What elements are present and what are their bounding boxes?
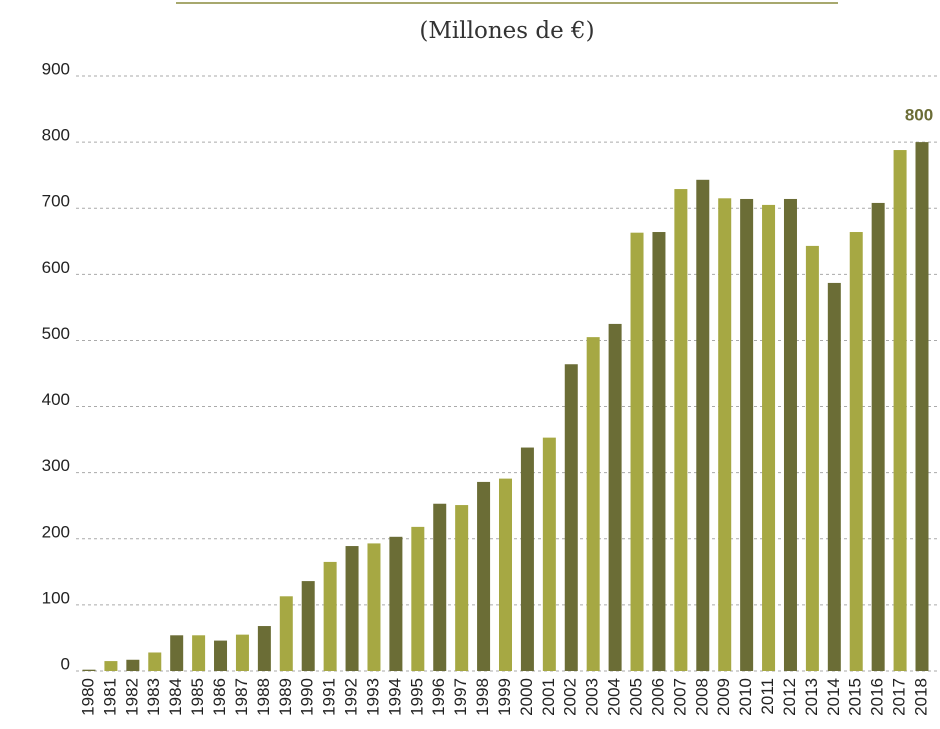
bar <box>542 437 556 671</box>
x-tick-label: 1984 <box>166 678 185 716</box>
bar <box>214 640 228 671</box>
bar <box>871 202 885 671</box>
bar <box>455 505 469 671</box>
x-tick-label: 1986 <box>210 678 229 716</box>
x-tick-label: 1982 <box>122 678 141 716</box>
bar <box>345 546 359 671</box>
x-tick-label: 1983 <box>144 678 163 716</box>
x-tick-label: 2003 <box>583 678 602 716</box>
bar <box>783 198 797 671</box>
x-tick-label: 2014 <box>824 678 843 716</box>
bar <box>520 447 534 671</box>
x-tick-label: 2007 <box>670 678 689 716</box>
y-tick-label: 700 <box>42 192 70 211</box>
bar <box>915 142 929 672</box>
y-tick-label: 0 <box>61 654 70 673</box>
bar <box>477 481 491 671</box>
bar <box>630 232 644 671</box>
bar <box>148 652 162 671</box>
x-tick-label: 1994 <box>385 678 404 716</box>
bar <box>192 635 206 671</box>
bar <box>718 198 732 672</box>
x-tick-label: 1991 <box>320 678 339 716</box>
bar <box>652 232 666 671</box>
x-tick-label: 2018 <box>911 678 930 716</box>
y-tick-label: 500 <box>42 324 70 343</box>
bar <box>82 669 96 671</box>
x-tick-label: 1996 <box>429 678 448 716</box>
x-tick-label: 2008 <box>692 678 711 716</box>
x-tick-label: 1998 <box>473 678 492 716</box>
x-tick-label: 1997 <box>451 678 470 716</box>
x-tick-label: 2004 <box>605 678 624 716</box>
x-tick-label: 1993 <box>363 678 382 716</box>
x-tick-label: 2009 <box>714 678 733 716</box>
bar <box>170 635 184 671</box>
bar <box>740 198 754 671</box>
bar <box>257 626 271 671</box>
bar <box>279 596 293 671</box>
data-label: 800 <box>905 106 933 125</box>
x-tick-label: 1988 <box>254 678 273 716</box>
bar <box>674 189 688 672</box>
bar <box>126 659 140 671</box>
y-tick-label: 900 <box>42 59 70 78</box>
y-tick-label: 600 <box>42 258 70 277</box>
chart-title: (Millones de €) <box>419 18 594 44</box>
bar <box>235 634 249 671</box>
x-tick-label: 2016 <box>868 678 887 716</box>
x-tick-label: 2012 <box>780 678 799 716</box>
bar <box>301 581 315 671</box>
x-tick-label: 1999 <box>495 678 514 716</box>
y-tick-label: 400 <box>42 390 70 409</box>
bar <box>367 543 381 671</box>
x-tick-label: 1995 <box>407 678 426 716</box>
bar <box>608 323 622 671</box>
x-tick-label: 2010 <box>736 678 755 716</box>
bar <box>893 150 907 672</box>
bar <box>389 536 403 671</box>
bar <box>104 661 118 671</box>
x-tick-label: 2001 <box>539 678 558 716</box>
bar <box>849 232 863 671</box>
x-tick-label: 2011 <box>758 678 777 715</box>
y-tick-label: 100 <box>42 588 70 607</box>
x-tick-label: 2006 <box>648 678 667 716</box>
x-tick-label: 1989 <box>276 678 295 716</box>
x-tick-label: 1990 <box>298 678 317 716</box>
y-tick-label: 300 <box>42 456 70 475</box>
y-tick-label: 800 <box>42 126 70 145</box>
bar <box>586 337 600 671</box>
bar <box>323 561 337 671</box>
bar <box>411 526 425 671</box>
bar <box>433 503 447 671</box>
bar <box>805 245 819 671</box>
bar <box>827 282 841 671</box>
x-tick-label: 1981 <box>100 678 119 716</box>
bar <box>696 179 710 672</box>
x-tick-label: 2002 <box>561 678 580 716</box>
x-tick-label: 1985 <box>188 678 207 716</box>
x-tick-label: 1980 <box>78 678 97 716</box>
bar <box>564 364 578 671</box>
x-tick-label: 2017 <box>890 678 909 716</box>
bar <box>499 478 512 671</box>
y-tick-label: 200 <box>42 522 70 541</box>
x-tick-label: 2015 <box>846 678 865 716</box>
x-tick-label: 1987 <box>232 678 251 716</box>
bar <box>762 204 776 671</box>
x-tick-label: 2013 <box>802 678 821 716</box>
x-tick-label: 2005 <box>627 678 646 716</box>
x-tick-label: 1992 <box>342 678 361 716</box>
x-tick-label: 2000 <box>517 678 536 716</box>
